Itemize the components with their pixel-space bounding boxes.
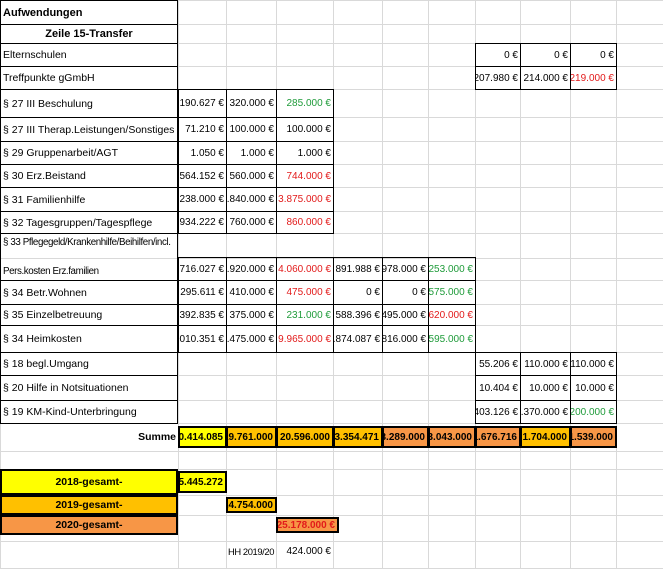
value-cell: 575.000 € [428, 280, 476, 305]
value-cell: 320.000 € [226, 89, 277, 118]
value-cell: 9.475.000 € [226, 325, 277, 353]
total-label: 2019-gesamt- [0, 495, 178, 515]
row-label: § 18 begl.Umgang [0, 352, 178, 376]
value-cell: 0 € [382, 280, 429, 305]
row-label-line2: Pers.kosten Erz.familien [3, 266, 99, 277]
value-cell: 860.000 € [276, 211, 334, 234]
value-cell: 4.060.000 € [276, 257, 334, 281]
value-cell: 560.000 € [226, 164, 277, 188]
value-cell: 219.000 € [570, 66, 617, 90]
summe-value: 1.676.716 [475, 426, 521, 448]
value-cell: 231.000 € [276, 304, 334, 326]
summe-value: 3.354.471 [333, 426, 383, 448]
value-cell: 588.396 € [333, 304, 383, 326]
value-cell: 3.840.000 € [226, 187, 277, 212]
value-cell: 3.920.000 € [226, 257, 277, 281]
row-label: Elternschulen [0, 43, 178, 67]
value-cell: 295.611 € [178, 280, 227, 305]
value-cell: 1.000 € [226, 141, 277, 165]
value-cell: 760.000 € [226, 211, 277, 234]
total-label: 2020-gesamt- [0, 515, 178, 535]
value-cell: 71.210 € [178, 117, 227, 142]
row-label: § 29 Gruppenarbeit/AGT [0, 141, 178, 165]
value-cell: 10.000 € [520, 375, 571, 401]
value-cell: 1.595.000 € [428, 325, 476, 353]
summe-value: 3.289.000 [382, 426, 429, 448]
summe-value: 3.043.000 [428, 426, 476, 448]
budget-value: 424.000 € [286, 545, 332, 557]
value-cell: 1.200.000 € [570, 400, 617, 424]
row-label-line1: § 33 Pflegegeld/Krankenhilfe/Beihilfen/i… [3, 237, 171, 248]
total-value: 25.178.000 € [276, 517, 339, 533]
summe-label: Summe [138, 431, 176, 443]
value-cell: 891.988 € [333, 257, 383, 281]
total-value: 25.445.272 [178, 471, 227, 493]
value-cell: 0 € [520, 43, 571, 67]
value-cell: 620.000 € [428, 304, 476, 326]
row-label: § 33 Pflegegeld/Krankenhilfe/Beihilfen/i… [0, 233, 178, 281]
value-cell: 934.222 € [178, 211, 227, 234]
row-label: § 27 III Therap.Leistungen/Sonstiges [0, 117, 178, 142]
total-value: 24.754.000 [226, 497, 277, 513]
value-cell: 110.000 € [570, 352, 617, 376]
summe-value: 20.596.000 [276, 426, 334, 448]
section-subtitle: Zeile 15-Transfer [0, 24, 178, 44]
value-cell: 55.206 € [475, 352, 521, 376]
value-cell: 1.370.000 € [520, 400, 571, 424]
value-cell: 1.000 € [276, 141, 334, 165]
value-cell: 100.000 € [226, 117, 277, 142]
value-cell: 475.000 € [276, 280, 334, 305]
row-label: § 27 III Beschulung [0, 89, 178, 118]
sheet-title: Aufwendungen [0, 0, 178, 25]
value-cell: 978.000 € [382, 257, 429, 281]
summe-value: 1.539.000 [570, 426, 617, 448]
value-cell: 9.965.000 € [276, 325, 334, 353]
value-cell: 1.403.126 € [475, 400, 521, 424]
value-cell: 190.627 € [178, 89, 227, 118]
value-cell: 744.000 € [276, 164, 334, 188]
row-label: § 30 Erz.Beistand [0, 164, 178, 188]
value-cell: 564.152 € [178, 164, 227, 188]
row-label: § 35 Einzelbetreuung [0, 304, 178, 326]
value-cell: 3.875.000 € [276, 187, 334, 212]
value-cell: 11.010.351 € [178, 325, 227, 353]
row-label: § 19 KM-Kind-Unterbringung [0, 400, 178, 424]
row-label: § 20 Hilfe in Notsituationen [0, 375, 178, 401]
value-cell: 1.816.000 € [382, 325, 429, 353]
value-cell: 110.000 € [520, 352, 571, 376]
value-cell: 3.716.027 € [178, 257, 227, 281]
summe-value: 20.414.085 [178, 426, 227, 448]
value-cell: 207.980 € [475, 66, 521, 90]
value-cell: 0 € [475, 43, 521, 67]
value-cell: 285.000 € [276, 89, 334, 118]
summe-value: 1.704.000 [520, 426, 571, 448]
value-cell: 0 € [570, 43, 617, 67]
budget-label: HH 2019/20 [227, 545, 275, 557]
value-cell: 10.000 € [570, 375, 617, 401]
value-cell: 253.000 € [428, 257, 476, 281]
value-cell: 100.000 € [276, 117, 334, 142]
row-label: § 34 Betr.Wohnen [0, 280, 178, 305]
value-cell: 495.000 € [382, 304, 429, 326]
value-cell: 214.000 € [520, 66, 571, 90]
total-label: 2018-gesamt- [0, 469, 178, 495]
value-cell: 1.874.087 € [333, 325, 383, 353]
value-cell: 0 € [333, 280, 383, 305]
value-cell: 1.050 € [178, 141, 227, 165]
value-cell: 392.835 € [178, 304, 227, 326]
value-cell: 410.000 € [226, 280, 277, 305]
row-label: § 34 Heimkosten [0, 325, 178, 353]
row-label: § 31 Familienhilfe [0, 187, 178, 212]
value-cell: 3.238.000 € [178, 187, 227, 212]
value-cell: 375.000 € [226, 304, 277, 326]
summe-value: 19.761.000 [226, 426, 277, 448]
row-label: § 32 Tagesgruppen/Tagespflege [0, 211, 178, 234]
value-cell: 10.404 € [475, 375, 521, 401]
row-label: Treffpunkte gGmbH [0, 66, 178, 90]
